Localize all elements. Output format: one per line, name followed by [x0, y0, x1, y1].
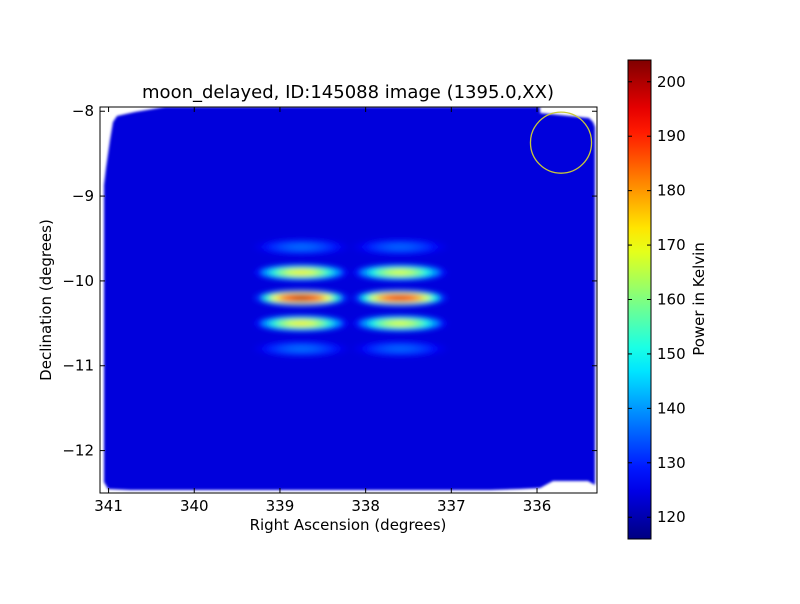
- fringe-lobe: [352, 340, 448, 357]
- fringe-lobe: [352, 315, 448, 332]
- fringe-lobe-layer: [293, 296, 310, 300]
- chart-title: moon_delayed, ID:145088 image (1395.0,XX…: [142, 82, 554, 103]
- fringe-lobe-layer: [392, 321, 408, 325]
- fringe-lobe-layer: [392, 347, 408, 351]
- x-tick-label: 341: [94, 497, 123, 515]
- y-axis-ticks: −8 −9 −10 −11 −12: [62, 102, 597, 460]
- colorbar-ticks: 120 130 140 150 160 170 180 190 200: [628, 73, 686, 526]
- y-tick-label: −9: [72, 187, 94, 205]
- colorbar-tick-label: 170: [657, 236, 686, 254]
- plot-area: [104, 107, 595, 490]
- colorbar-tick-label: 180: [657, 182, 686, 200]
- fringe-lobe-layer: [392, 296, 408, 300]
- fringe-lobe: [254, 238, 349, 256]
- x-axis-label: Right Ascension (degrees): [250, 516, 447, 534]
- x-tick-label: 338: [351, 497, 380, 515]
- fringe-lobe: [254, 340, 349, 357]
- heatmap-coverage: [104, 107, 595, 490]
- colorbar-tick-label: 200: [657, 73, 686, 91]
- x-tick-label: 337: [437, 497, 466, 515]
- y-tick-label: −8: [72, 102, 94, 120]
- fringe-lobe-layer: [293, 245, 310, 249]
- fringe-lobe: [254, 315, 349, 332]
- x-tick-label: 339: [266, 497, 295, 515]
- fringe-lobe-layer: [392, 245, 408, 249]
- colorbar-label: Power in Kelvin: [690, 242, 708, 356]
- beam-circle: [529, 111, 593, 174]
- fringe-lobe: [352, 264, 448, 281]
- colorbar-tick-label: 150: [657, 345, 686, 363]
- fringe-lobe: [352, 289, 448, 306]
- fringe-lobe: [352, 238, 448, 256]
- fringe-lobe-layer: [293, 347, 310, 351]
- y-tick-label: −11: [62, 357, 94, 375]
- y-axis-label: Declination (degrees): [37, 219, 55, 381]
- fringe-lobe: [254, 264, 349, 281]
- fringe-lobe-layer: [293, 271, 310, 274]
- fringe-lobe-layer: [392, 271, 408, 274]
- x-tick-label: 340: [180, 497, 209, 515]
- heatmap-sources: [254, 238, 448, 357]
- x-tick-label: 336: [523, 497, 552, 515]
- colorbar-tick-label: 120: [657, 508, 686, 526]
- colorbar-tick-label: 130: [657, 454, 686, 472]
- colorbar-tick-label: 190: [657, 127, 686, 145]
- colorbar-tick-label: 160: [657, 291, 686, 309]
- x-axis-ticks: 341 340 339 338 337 336: [94, 107, 551, 515]
- fringe-lobe-layer: [293, 321, 310, 325]
- fringe-lobe: [254, 289, 349, 306]
- y-tick-label: −12: [62, 442, 94, 460]
- colorbar-tick-label: 140: [657, 399, 686, 417]
- y-tick-label: −10: [62, 272, 94, 290]
- plot-frame: [99, 106, 598, 494]
